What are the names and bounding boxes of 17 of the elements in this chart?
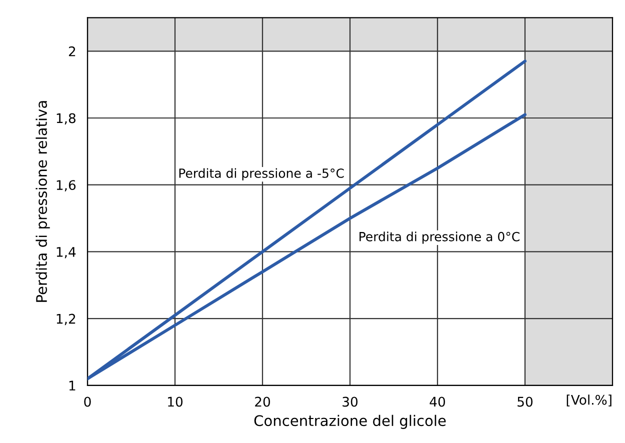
y-tick-label: 2 [68, 46, 76, 56]
x-tick-label: 10 [168, 396, 183, 407]
y-tick-label: 1,8 [56, 113, 76, 125]
x-axis-title: Concentrazione del glicole [254, 414, 446, 429]
x-tick-label: 30 [342, 396, 358, 407]
series-label: Perdita di pressione a 0°C [360, 232, 520, 244]
x-tick-label: 0 [84, 396, 91, 407]
y-tick-label: 1,2 [56, 314, 76, 326]
y-tick-label: 1,6 [56, 180, 76, 192]
x-tick-label: 20 [255, 396, 270, 407]
y-tick-label: 1 [69, 380, 76, 390]
y-axis-title: Perdita di pressione relativa [36, 101, 50, 302]
series-label: Perdita di pressione a -5°C [179, 168, 344, 180]
x-tick-label: 50 [518, 396, 533, 407]
text: [Vol.%] [566, 394, 612, 406]
y-tick-label: 1,4 [56, 247, 76, 258]
x-tick-label: 40 [430, 396, 446, 407]
